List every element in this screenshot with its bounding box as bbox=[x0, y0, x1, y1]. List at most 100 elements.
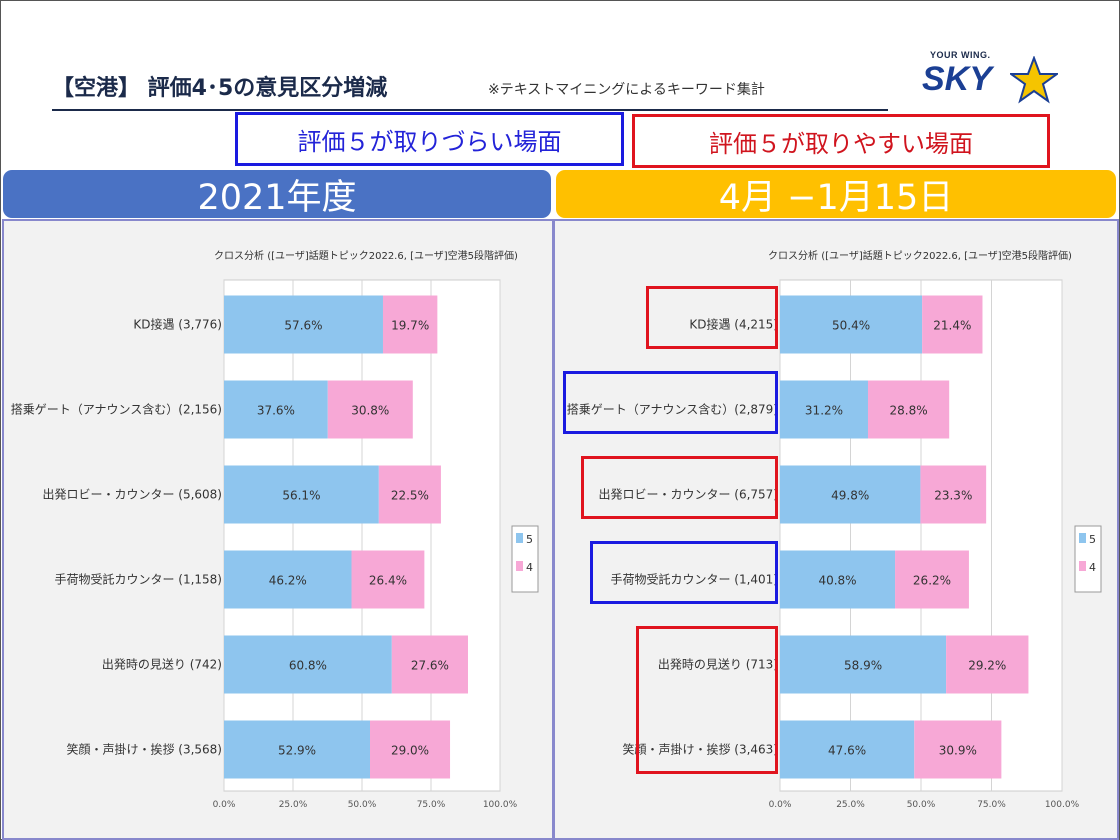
x-tick-label: 50.0% bbox=[348, 800, 377, 810]
data-label: 49.8% bbox=[831, 489, 869, 503]
data-label: 57.6% bbox=[284, 319, 322, 333]
data-label: 29.0% bbox=[391, 744, 429, 758]
chart-title: クロス分析 ([ユーザ]話題トピック2022.6, [ユーザ]空港5段階評価) bbox=[768, 249, 1072, 262]
data-label: 30.8% bbox=[351, 404, 389, 418]
x-tick-label: 25.0% bbox=[836, 800, 865, 810]
data-label: 28.8% bbox=[890, 404, 928, 418]
bar-series-4 bbox=[382, 295, 438, 354]
chart-title: クロス分析 ([ユーザ]話題トピック2022.6, [ユーザ]空港5段階評価) bbox=[214, 249, 518, 262]
legend-swatch-5 bbox=[1079, 533, 1086, 543]
data-label: 37.6% bbox=[257, 404, 295, 418]
data-label: 56.1% bbox=[282, 489, 320, 503]
bar-series-4 bbox=[867, 380, 950, 439]
bar-series-4 bbox=[391, 635, 468, 694]
category-label: 笑顔・声掛け・挨拶 (3,463) bbox=[622, 742, 778, 757]
highlight-hard bbox=[590, 541, 778, 604]
star-icon bbox=[1010, 56, 1058, 104]
logo-wordmark: SKY bbox=[922, 60, 992, 98]
highlight-easy bbox=[645, 286, 778, 349]
highlight-easy bbox=[581, 456, 778, 519]
logo-tagline: YOUR WING. bbox=[930, 50, 991, 60]
highlight-easy bbox=[636, 626, 778, 774]
category-label: KD接遇 (4,215) bbox=[689, 317, 778, 332]
chart-panel-2021: 0.0% 25.0% 50.0% 75.0% 100.0% クロス分析 ([ユーザ]話題ト… bbox=[2, 219, 554, 840]
bar-series-5 bbox=[780, 380, 868, 439]
chart-2021: 0.0% 25.0% 50.0% 75.0% 100.0% クロス分析 ([ユーザ]話題ト… bbox=[11, 249, 539, 810]
x-tick-label: 100.0% bbox=[483, 800, 518, 810]
data-label: 46.2% bbox=[269, 574, 307, 588]
bar-series-4 bbox=[920, 465, 987, 524]
bar-series-4 bbox=[946, 635, 1029, 694]
x-tick-label: 0.0% bbox=[769, 800, 792, 810]
category-label: 出発ロビー・カウンター (6,757) bbox=[598, 488, 778, 502]
bar-series-5 bbox=[780, 465, 921, 524]
sky-logo: YOUR WING. SKY bbox=[922, 50, 1072, 106]
bar-series-5 bbox=[224, 720, 371, 779]
bar-series-4 bbox=[351, 550, 425, 609]
slide-subtitle: ※テキストマイニングによるキーワード集計 bbox=[488, 82, 765, 98]
data-label: 52.9% bbox=[278, 744, 316, 758]
bar-series-5 bbox=[780, 720, 915, 779]
x-tick-label: 75.0% bbox=[977, 800, 1006, 810]
bar-series-5 bbox=[224, 550, 352, 609]
category-label: 搭乗ゲート（アナウンス含む）(2,879) bbox=[567, 402, 778, 417]
legend-swatch-4 bbox=[1079, 561, 1086, 571]
category-label: 手荷物受託カウンター (1,401) bbox=[610, 572, 778, 587]
category-label: 手荷物受託カウンター (1,158) bbox=[54, 572, 222, 587]
category-label: 笑顔・声掛け・挨拶 (3,568) bbox=[66, 742, 222, 757]
data-label: 60.8% bbox=[289, 659, 327, 673]
legend-label: 5 bbox=[526, 533, 533, 546]
data-label: 22.5% bbox=[391, 489, 429, 503]
legend-swatch-5 bbox=[516, 533, 523, 543]
bar-series-5 bbox=[224, 380, 328, 439]
bar-series-4 bbox=[922, 295, 983, 354]
data-label: 30.9% bbox=[939, 744, 977, 758]
category-label: 出発時の見送り (713) bbox=[658, 657, 778, 672]
bar-series-4 bbox=[370, 720, 451, 779]
slide-title: 【空港】 評価4･5の意見区分増減 bbox=[52, 76, 388, 101]
data-label: 23.3% bbox=[934, 489, 972, 503]
bar-series-5 bbox=[224, 465, 379, 524]
data-label: 31.2% bbox=[805, 404, 843, 418]
legend-easy-scene: 評価５が取りやすい場面 bbox=[632, 114, 1050, 168]
data-label: 27.6% bbox=[411, 659, 449, 673]
period-header-2021: 2021年度 bbox=[3, 170, 551, 218]
data-label: 26.2% bbox=[913, 574, 951, 588]
data-label: 26.4% bbox=[369, 574, 407, 588]
highlight-hard bbox=[562, 371, 778, 434]
data-label: 19.7% bbox=[391, 319, 429, 333]
data-label: 47.6% bbox=[828, 744, 866, 758]
bar-series-4 bbox=[378, 465, 441, 524]
bar-series-4 bbox=[327, 380, 413, 439]
bar-series-4 bbox=[914, 720, 1002, 779]
legend-label: 4 bbox=[526, 561, 533, 574]
legend-hard-scene: 評価５が取りづらい場面 bbox=[235, 112, 624, 166]
bar-series-5 bbox=[780, 635, 947, 694]
legend-label: 4 bbox=[1089, 561, 1096, 574]
bar-series-5 bbox=[780, 550, 896, 609]
legend-box bbox=[1074, 525, 1102, 593]
bar-series-4 bbox=[895, 550, 969, 609]
legend-box bbox=[511, 525, 539, 593]
legend-swatch-4 bbox=[516, 561, 523, 571]
bar-series-5 bbox=[224, 635, 392, 694]
x-tick-label: 50.0% bbox=[907, 800, 936, 810]
category-label: 搭乗ゲート（アナウンス含む）(2,156) bbox=[11, 402, 222, 417]
data-label: 50.4% bbox=[832, 319, 870, 333]
category-label: 出発ロビー・カウンター (5,608) bbox=[42, 488, 222, 502]
x-tick-label: 25.0% bbox=[279, 800, 308, 810]
x-tick-label: 0.0% bbox=[213, 800, 236, 810]
legend-label: 5 bbox=[1089, 533, 1096, 546]
x-tick-label: 75.0% bbox=[417, 800, 446, 810]
chart-current: 0.0% 25.0% 50.0% 75.0% 100.0% クロス分析 ([ユーザ]話題ト… bbox=[567, 249, 1102, 810]
bar-series-5 bbox=[224, 295, 383, 354]
x-tick-label: 100.0% bbox=[1045, 800, 1080, 810]
category-label: 出発時の見送り (742) bbox=[102, 657, 222, 672]
data-label: 58.9% bbox=[844, 659, 882, 673]
data-label: 21.4% bbox=[933, 319, 971, 333]
period-header-current: 4月 −1月15日 bbox=[556, 170, 1116, 218]
data-label: 40.8% bbox=[818, 574, 856, 588]
category-label: KD接遇 (3,776) bbox=[133, 317, 222, 332]
title-underline bbox=[52, 109, 888, 111]
data-label: 29.2% bbox=[968, 659, 1006, 673]
